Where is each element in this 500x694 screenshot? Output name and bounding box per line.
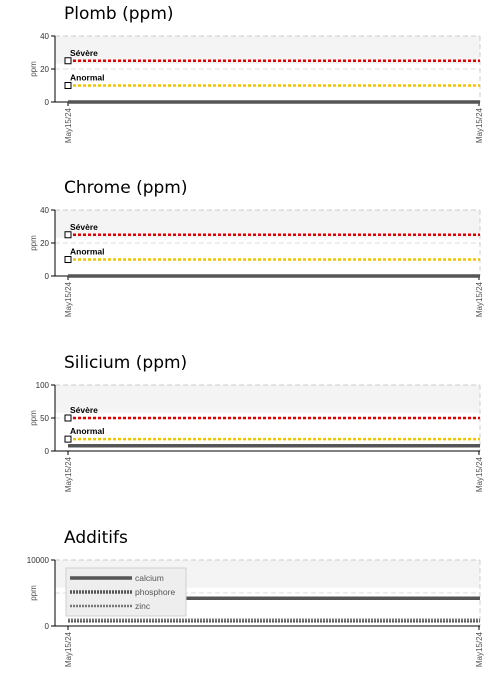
chart-plomb: 0 20 40 ppm May15/24 May15/24 Sévère Anormal	[29, 32, 484, 143]
plot-band	[55, 36, 480, 64]
threshold-label: Sévère	[70, 48, 98, 58]
x-tick-label: May15/24	[475, 456, 484, 492]
threshold-marker	[64, 256, 72, 263]
x-tick-label: May15/24	[64, 631, 73, 667]
y-axis-label: ppm	[29, 410, 38, 426]
y-tick-label: 100	[36, 381, 50, 390]
threshold-label: Sévère	[70, 405, 98, 415]
legend-label-phosphore: phosphore	[135, 587, 175, 597]
x-tick-label: May15/24	[64, 107, 73, 143]
x-tick-label: May15/24	[475, 631, 484, 667]
y-tick-label: 40	[40, 206, 49, 215]
chart-chrome: 0 20 40 ppm May15/24 May15/24 Sévère Anormal	[29, 206, 484, 317]
legend-label-zinc: zinc	[135, 601, 151, 611]
threshold-label: Anormal	[70, 426, 104, 436]
y-tick-label: 40	[40, 32, 49, 41]
y-tick-label: 10000	[27, 556, 50, 565]
threshold-marker	[64, 82, 72, 89]
chart-additifs: 0 10000 ppm May15/24 May15/24 calcium phosphor…	[27, 556, 484, 667]
threshold-label: Anormal	[70, 73, 104, 83]
x-tick-label: May15/24	[64, 281, 73, 317]
threshold-marker	[64, 57, 72, 65]
threshold-marker	[64, 435, 72, 443]
plot-band	[55, 385, 480, 413]
y-axis-label: ppm	[29, 585, 38, 601]
threshold-marker	[64, 414, 72, 422]
threshold-marker	[64, 231, 72, 239]
chart-title-plomb: Plomb (ppm)	[64, 4, 174, 24]
legend-label-calcium: calcium	[135, 573, 164, 583]
y-tick-label: 0	[45, 272, 50, 281]
y-tick-label: 0	[45, 622, 50, 631]
x-tick-label: May15/24	[64, 456, 73, 492]
y-axis-label: ppm	[29, 61, 38, 77]
chart-title-silicium: Silicium (ppm)	[64, 353, 188, 373]
plot-band	[55, 210, 480, 238]
y-axis-label: ppm	[29, 235, 38, 251]
y-tick-label: 0	[45, 98, 50, 107]
chart-title-additifs: Additifs	[64, 528, 128, 548]
threshold-label: Sévère	[70, 222, 98, 232]
y-tick-label: 50	[40, 414, 49, 423]
threshold-label: Anormal	[70, 247, 104, 257]
x-tick-label: May15/24	[475, 281, 484, 317]
chart-title-chrome: Chrome (ppm)	[64, 178, 188, 198]
y-tick-label: 0	[45, 447, 50, 456]
y-tick-label: 20	[40, 65, 49, 74]
y-tick-label: 20	[40, 239, 49, 248]
x-tick-label: May15/24	[475, 107, 484, 143]
chart-silicium: 0 50 100 ppm May15/24 May15/24 Sévère Anormal	[29, 381, 484, 492]
